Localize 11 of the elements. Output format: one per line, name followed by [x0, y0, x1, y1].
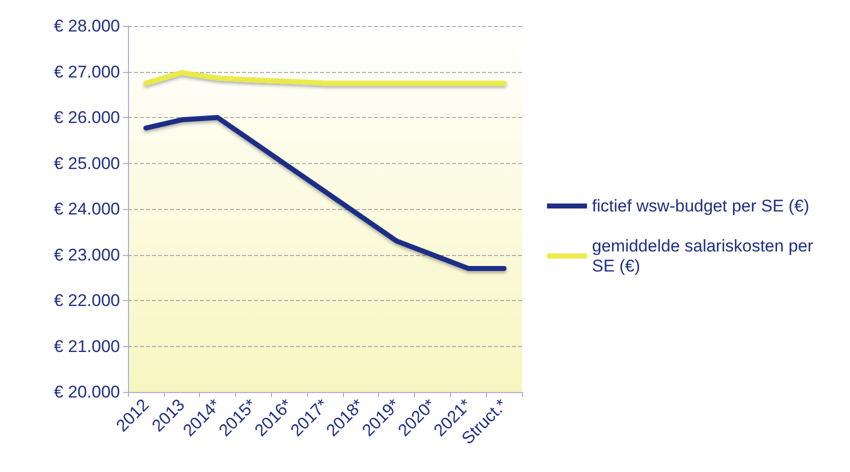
y-tick-label: € 23.000 — [54, 245, 120, 264]
y-tick-label: € 24.000 — [54, 200, 120, 218]
y-tick-label: € 27.000 — [54, 62, 120, 82]
y-tick-label: € 21.000 — [54, 336, 120, 356]
y-tick-label: € 20.000 — [54, 382, 120, 402]
y-tick-label: € 22.000 — [54, 291, 120, 310]
y-tick-label: € 25.000 — [54, 154, 120, 173]
y-tick-label: € 28.000 — [54, 16, 120, 36]
legend-label: gemiddelde salariskosten per SE (€) — [592, 236, 818, 276]
legend-label: fictief wsw-budget per SE (€) — [592, 196, 810, 216]
y-tick-label: € 26.000 — [54, 108, 120, 127]
